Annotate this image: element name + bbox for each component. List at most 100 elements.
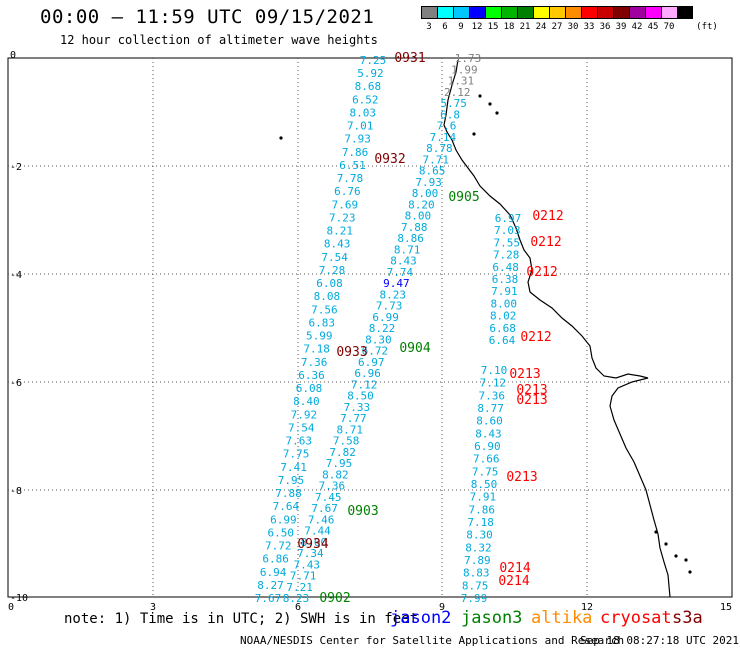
wave-height-value: 6.08 [296,382,323,395]
wave-height-value: 8.00 [405,210,432,223]
wave-height-value: 7.34 [297,547,324,560]
wave-height-value: 1.73 [455,52,482,65]
wave-height-value: 8.75 [462,579,489,592]
legend-swatch [581,6,597,19]
island-marker [279,136,283,140]
wave-height-value: 7.36 [301,356,328,369]
wave-height-value: 7.71 [423,153,450,166]
wave-height-value: 6.36 [298,369,325,382]
wave-height-value: 7.88 [275,487,302,500]
plot-frame [7,57,733,598]
y-tick-label: -10 [10,593,28,604]
pass-label: 0214 [498,574,529,589]
wave-height-value: 8.27 [257,579,284,592]
wave-height-value: 7.36 [319,480,346,493]
wave-height-value: 7.89 [464,554,491,567]
wave-height-value: 9.47 [383,277,410,290]
legend-label: 12 [471,22,483,32]
legend-swatch [597,6,613,19]
pass-label: 0212 [520,330,551,345]
map-subtitle: 12 hour collection of altimeter wave hei… [60,33,378,47]
wave-height-value: 7.75 [472,465,499,478]
x-tick-label: 9 [439,602,445,613]
pass-label: 0212 [526,265,557,280]
wave-height-value: 8.00 [301,536,328,549]
pass-label: 0902 [319,591,350,606]
x-tick-label: 15 [720,602,732,613]
wave-height-value: 7.28 [319,264,346,277]
wave-height-value: 7.63 [285,435,312,448]
wave-height-value: 8.08 [314,290,341,303]
y-tick-label: 0 [10,50,16,61]
wave-height-value: 7.95 [326,457,353,470]
pass-label: 0904 [399,341,430,356]
island-marker [654,530,658,534]
legend-swatch [661,6,677,19]
wave-height-value: 7.77 [340,412,367,425]
wave-height-value: 7.72 [265,540,292,553]
wave-height-value: 6.90 [474,440,501,453]
color-scale-legend [421,6,693,19]
wave-height-value: 7.12 [351,378,378,391]
wave-height-value: 8.23 [283,592,310,605]
pass-label: 0934 [297,537,328,552]
legend-swatch [453,6,469,19]
island-marker [472,132,476,136]
wave-height-value: 7.28 [493,249,520,262]
satellite-s3a: s3a [672,608,703,628]
wave-height-value: 7.75 [283,448,310,461]
wave-height-value: 8.78 [426,142,453,155]
wave-height-value: 7.91 [470,491,497,504]
wave-height-value: 8.30 [365,333,392,346]
wave-height-value: 7.21 [286,581,313,594]
wave-height-value: 7.67 [311,502,338,515]
wave-height-value: 8.40 [293,395,320,408]
legend-swatch [469,6,485,19]
wave-height-value: 6.96 [354,367,381,380]
wave-height-value: 5.92 [357,67,384,80]
wave-height-value: 8.20 [408,198,435,211]
wave-height-value: 6.76 [334,185,361,198]
wave-height-value: 8.68 [355,80,382,93]
wave-height-value: 7.93 [344,133,371,146]
wave-height-value: 7.43 [294,558,321,571]
wave-height-value: 8.43 [324,238,351,251]
wave-height-value: 7.45 [315,491,342,504]
wave-height-value: 8.00 [412,187,439,200]
legend-label: 70 [663,22,675,32]
wave-height-value: 6.52 [352,93,379,106]
wave-height-value: 7.93 [415,176,442,189]
wave-height-value: 7.67 [255,592,282,605]
wave-height-value: 7.86 [342,146,369,159]
wave-height-value: 7.73 [376,300,403,313]
legend-swatch [437,6,453,19]
satellite-altika: altika [531,608,593,628]
wave-height-value: 8.22 [369,322,396,335]
wave-height-value: 7.18 [303,343,330,356]
wave-height-value: 7.74 [387,266,414,279]
legend-label: 9 [458,22,464,32]
legend-swatch [549,6,565,19]
wave-height-value: 7.58 [333,435,360,448]
island-marker [664,542,668,546]
legend-swatch [629,6,645,19]
y-tick-label: -6 [10,378,22,389]
wave-height-value: 7.99 [461,592,488,605]
wave-height-value: 8.50 [347,390,374,403]
wave-height-value: 7.82 [329,446,356,459]
wave-height-value: 8.43 [390,255,417,268]
legend-swatch [613,6,629,19]
wave-height-value: 8.71 [337,423,364,436]
wave-height-value: 8.50 [471,478,498,491]
wave-height-value: 7.95 [278,474,305,487]
legend-label: 24 [535,22,547,32]
wave-height-value: 8.83 [463,567,490,580]
wave-height-value: 8.86 [397,232,424,245]
y-tick-label: -8 [10,486,22,497]
wave-height-value: 7.14 [430,131,457,144]
pass-label: 0213 [516,393,547,408]
pass-label: 0933 [336,345,367,360]
legend-label: 21 [519,22,531,32]
wave-height-value: 6.99 [372,311,399,324]
